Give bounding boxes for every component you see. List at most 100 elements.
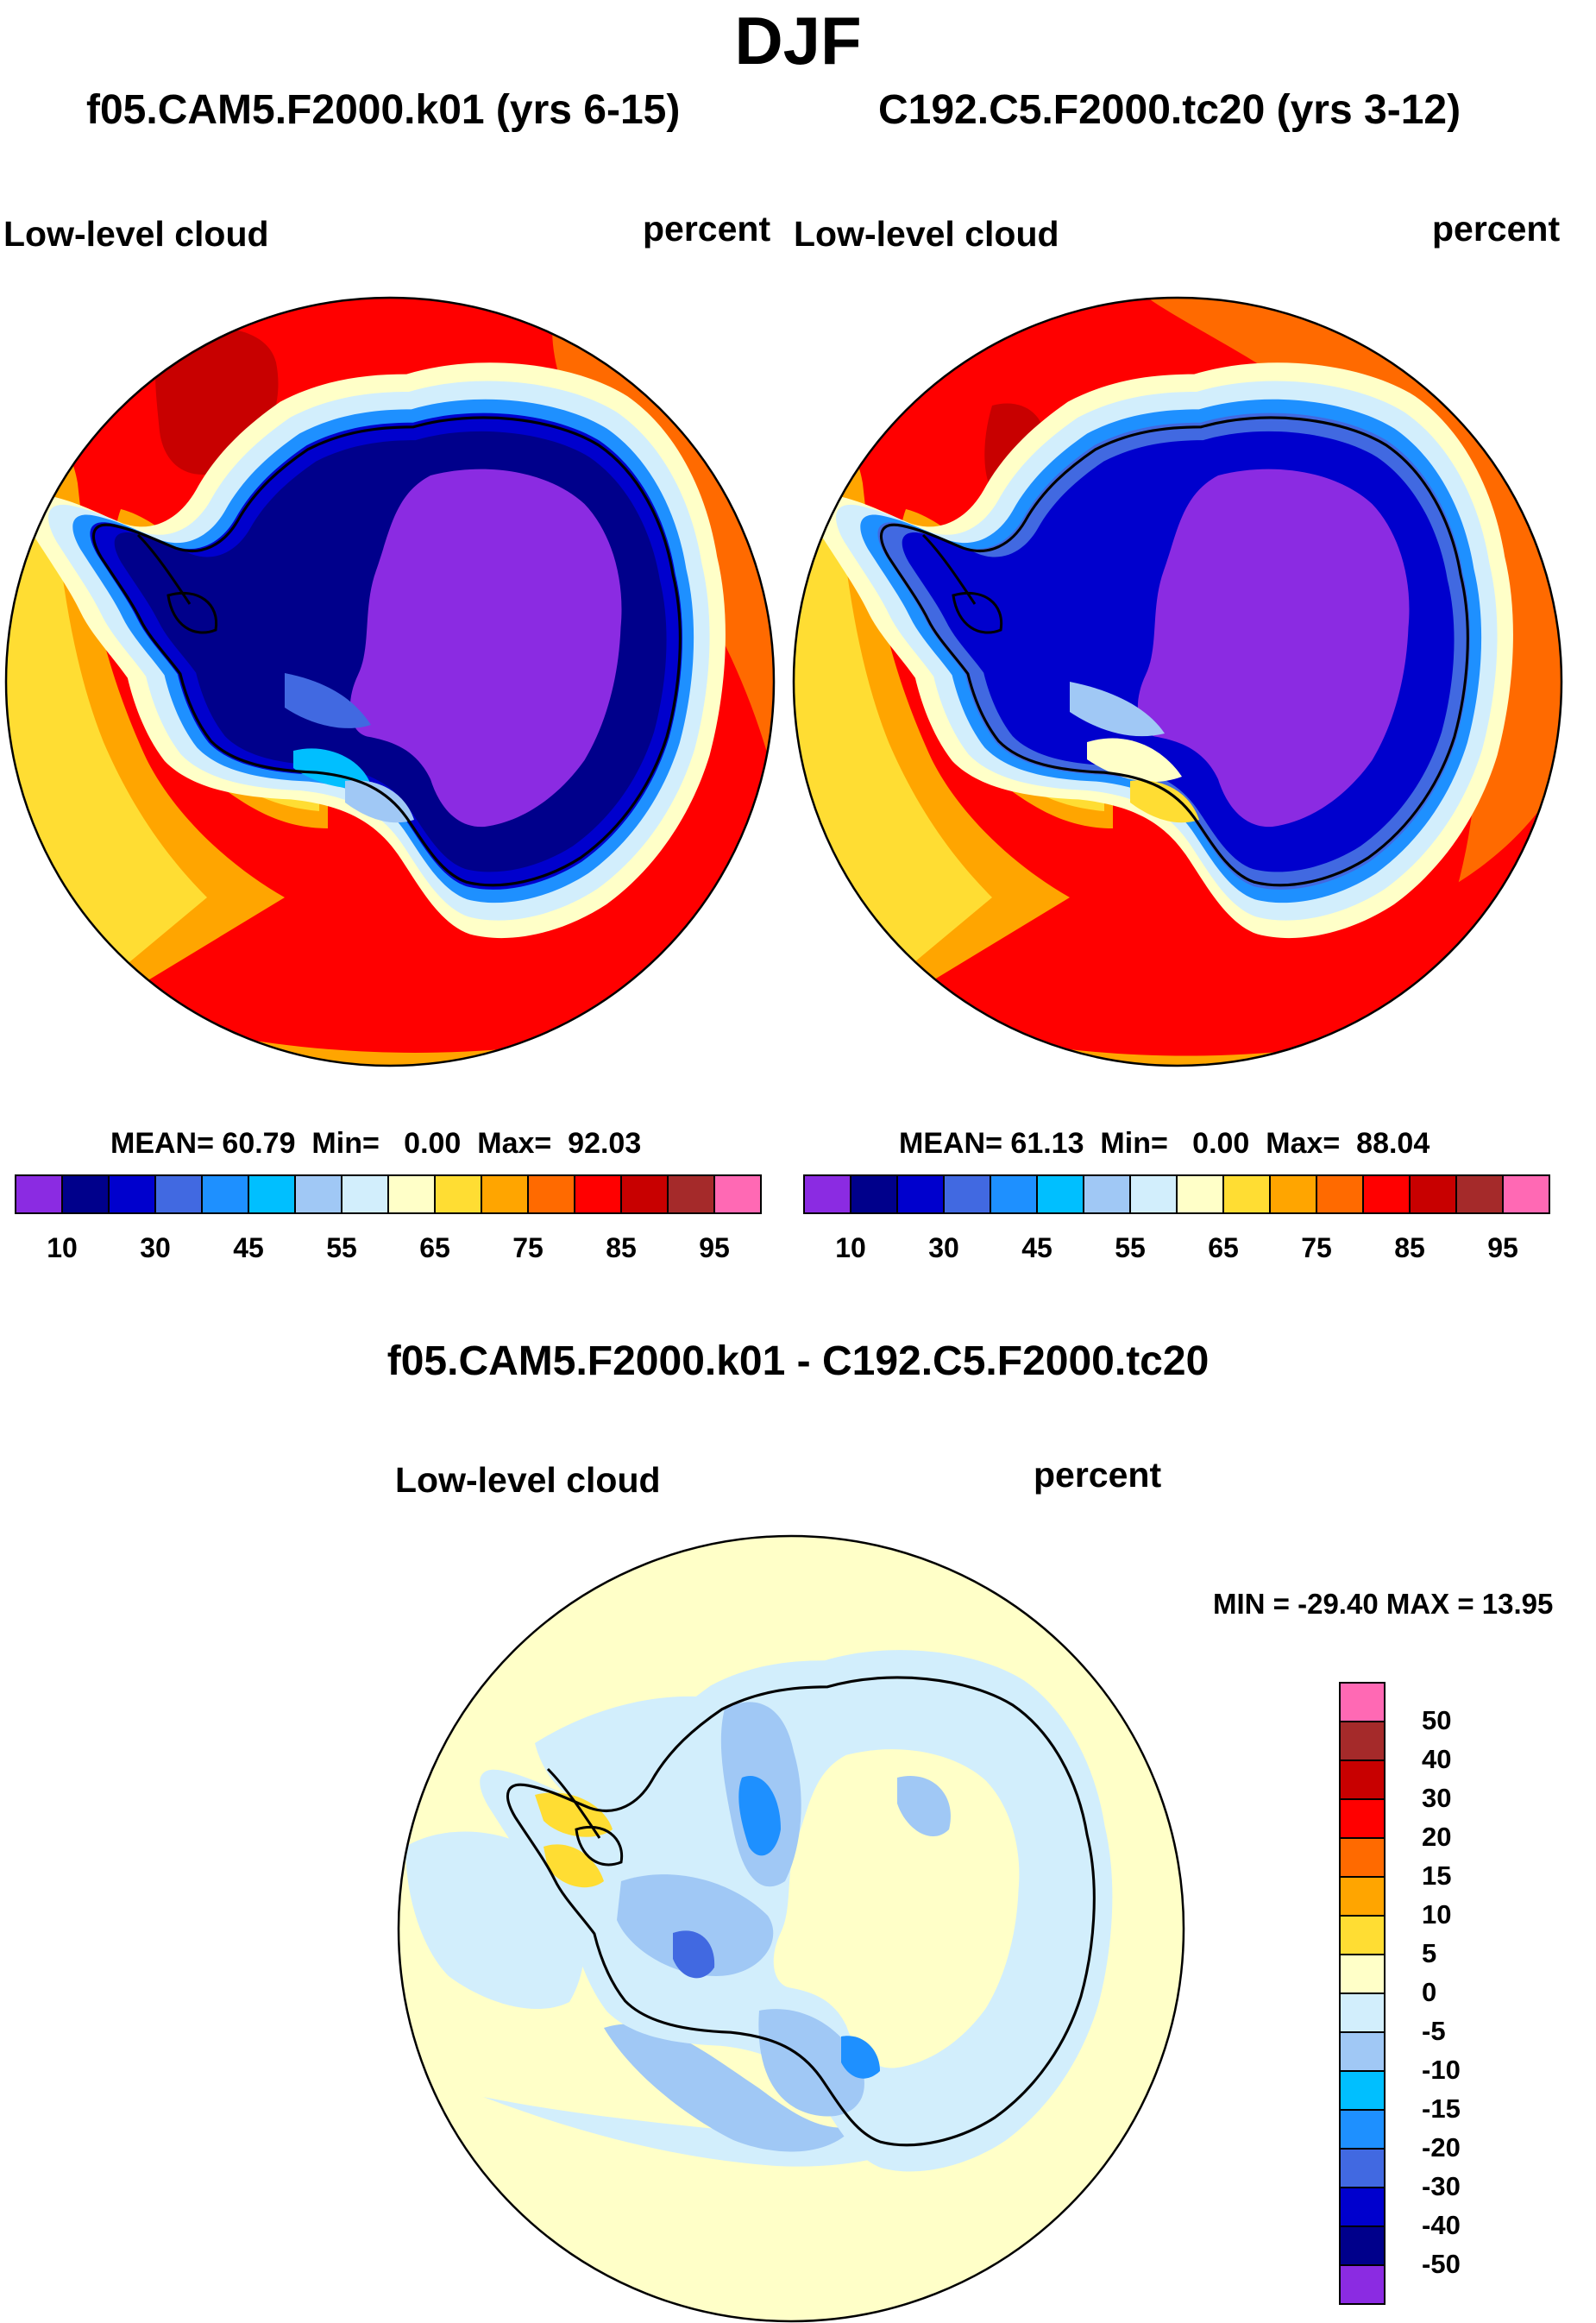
left-colorbar-tick-label: 95 [699, 1232, 730, 1263]
right-colorbar-swatch [850, 1174, 898, 1214]
difference-colorbar-tick-label: -50 [1422, 2249, 1461, 2279]
left-colorbar-swatch [294, 1174, 342, 1214]
difference-colorbar-swatch [1339, 2148, 1386, 2188]
right-colorbar-swatch [803, 1174, 851, 1214]
left-colorbar-swatch [154, 1174, 203, 1214]
right-colorbar-tick-label: 45 [1021, 1232, 1052, 1263]
right-colorbar-swatch [1036, 1174, 1084, 1214]
difference-colorbar-tick-label: 15 [1422, 1860, 1452, 1891]
right-colorbar-swatch [943, 1174, 991, 1214]
left-colorbar-tick-label: 10 [47, 1232, 78, 1263]
left-colorbar-swatch [434, 1174, 482, 1214]
left-colorbar-tick-label: 85 [606, 1232, 637, 1263]
left-colorbar-swatch [61, 1174, 110, 1214]
right-colorbar-tick-label: 95 [1487, 1232, 1518, 1263]
difference-colorbar [1339, 1682, 1386, 2305]
difference-colorbar-tick-label: 10 [1422, 1899, 1452, 1930]
difference-colorbar-swatch [1339, 1915, 1386, 1955]
right-min-label: Min= [1100, 1127, 1168, 1160]
difference-colorbar-tick-label: -40 [1422, 2210, 1461, 2240]
difference-colorbar-swatch [1339, 1992, 1386, 2033]
right-colorbar-tick-label: 85 [1394, 1232, 1425, 1263]
left-colorbar-swatch [713, 1174, 762, 1214]
difference-colorbar-swatch [1339, 1798, 1386, 1839]
left-colorbar-swatch [667, 1174, 715, 1214]
difference-colorbar-tick-label: -15 [1422, 2093, 1461, 2124]
difference-colorbar-swatch [1339, 1682, 1386, 1722]
right-colorbar-tick-label: 75 [1301, 1232, 1332, 1263]
right-colorbar-swatch [896, 1174, 945, 1214]
right-polar-map [792, 296, 1563, 1067]
difference-colorbar-swatch [1339, 2070, 1386, 2111]
difference-colorbar-tick-label: 0 [1422, 1977, 1437, 2007]
left-variable-label: Low-level cloud [3, 214, 269, 254]
left-max-value: 92.03 [568, 1127, 642, 1160]
left-colorbar-tick-label: 30 [140, 1232, 171, 1263]
left-colorbar-swatch [481, 1174, 529, 1214]
left-colorbar-swatch [201, 1174, 249, 1214]
left-colorbar-swatch [574, 1174, 622, 1214]
difference-colorbar-swatch [1339, 2187, 1386, 2227]
left-mean-value: 60.79 [222, 1127, 296, 1160]
right-colorbar-swatch [1083, 1174, 1131, 1214]
difference-colorbar-tick-label: 5 [1422, 1938, 1437, 1968]
difference-colorbar-swatch [1339, 1876, 1386, 1917]
right-stats: MEAN= 61.13 Min= 0.00 Max= 88.04 [899, 1127, 1429, 1161]
left-max-label: Max= [477, 1127, 552, 1160]
difference-colorbar-tick-label: -5 [1422, 2016, 1446, 2046]
right-colorbar-tick-label: 30 [928, 1232, 959, 1263]
difference-colorbar-swatch [1339, 1760, 1386, 1800]
left-min-label: Min= [311, 1127, 380, 1160]
difference-colorbar-tick-label: -30 [1422, 2171, 1461, 2201]
left-mean-label: MEAN= [110, 1127, 214, 1160]
left-units-label: percent [643, 209, 771, 249]
right-colorbar-tick-label: 65 [1208, 1232, 1239, 1263]
right-colorbar-tick-label: 10 [835, 1232, 866, 1263]
left-colorbar [15, 1174, 762, 1214]
left-colorbar-swatch [341, 1174, 389, 1214]
difference-polar-map [397, 1534, 1185, 2323]
right-colorbar-swatch [1409, 1174, 1457, 1214]
right-units-label: percent [1432, 209, 1561, 249]
left-colorbar-tick-label: 55 [326, 1232, 357, 1263]
right-colorbar-swatch [1362, 1174, 1411, 1214]
right-colorbar-swatch [1269, 1174, 1317, 1214]
difference-variable-label: Low-level cloud [395, 1460, 661, 1500]
left-colorbar-swatch [15, 1174, 63, 1214]
left-stats: MEAN= 60.79 Min= 0.00 Max= 92.03 [110, 1127, 641, 1161]
difference-colorbar-swatch [1339, 2264, 1386, 2305]
left-colorbar-tick-label: 75 [512, 1232, 544, 1263]
difference-colorbar-tick-label: 20 [1422, 1822, 1452, 1852]
right-colorbar-swatch [990, 1174, 1038, 1214]
difference-colorbar-tick-label: 30 [1422, 1783, 1452, 1813]
right-case-title: C192.C5.F2000.tc20 (yrs 3-12) [878, 87, 1461, 133]
left-polar-map [4, 296, 776, 1067]
right-colorbar-swatch [1455, 1174, 1504, 1214]
difference-colorbar-tick-label: -20 [1422, 2132, 1461, 2162]
right-variable-label: Low-level cloud [794, 214, 1059, 254]
right-mean-value: 61.13 [1010, 1127, 1084, 1160]
left-case-title: f05.CAM5.F2000.k01 (yrs 6-15) [86, 87, 681, 133]
difference-colorbar-tick-label: -10 [1422, 2055, 1461, 2085]
difference-colorbar-swatch [1339, 1954, 1386, 1994]
difference-colorbar-swatch [1339, 2225, 1386, 2266]
left-colorbar-swatch [248, 1174, 296, 1214]
right-mean-label: MEAN= [899, 1127, 1002, 1160]
difference-colorbar-swatch [1339, 1721, 1386, 1761]
difference-colorbar-swatch [1339, 1837, 1386, 1878]
left-colorbar-swatch [527, 1174, 575, 1214]
difference-colorbar-swatch [1339, 2031, 1386, 2072]
difference-colorbar-tick-label: 50 [1422, 1705, 1452, 1735]
figure-title: DJF [734, 3, 862, 79]
difference-units-label: percent [1034, 1455, 1162, 1495]
difference-colorbar-tick-label: 40 [1422, 1744, 1452, 1774]
right-colorbar-tick-label: 55 [1115, 1232, 1146, 1263]
right-colorbar-swatch [1129, 1174, 1178, 1214]
right-colorbar-swatch [1222, 1174, 1271, 1214]
difference-minmax: MIN = -29.40 MAX = 13.95 [1213, 1588, 1554, 1620]
right-colorbar [803, 1174, 1550, 1214]
left-colorbar-swatch [387, 1174, 436, 1214]
right-colorbar-swatch [1502, 1174, 1550, 1214]
right-min-value: 0.00 [1192, 1127, 1250, 1160]
left-colorbar-tick-label: 65 [419, 1232, 450, 1263]
